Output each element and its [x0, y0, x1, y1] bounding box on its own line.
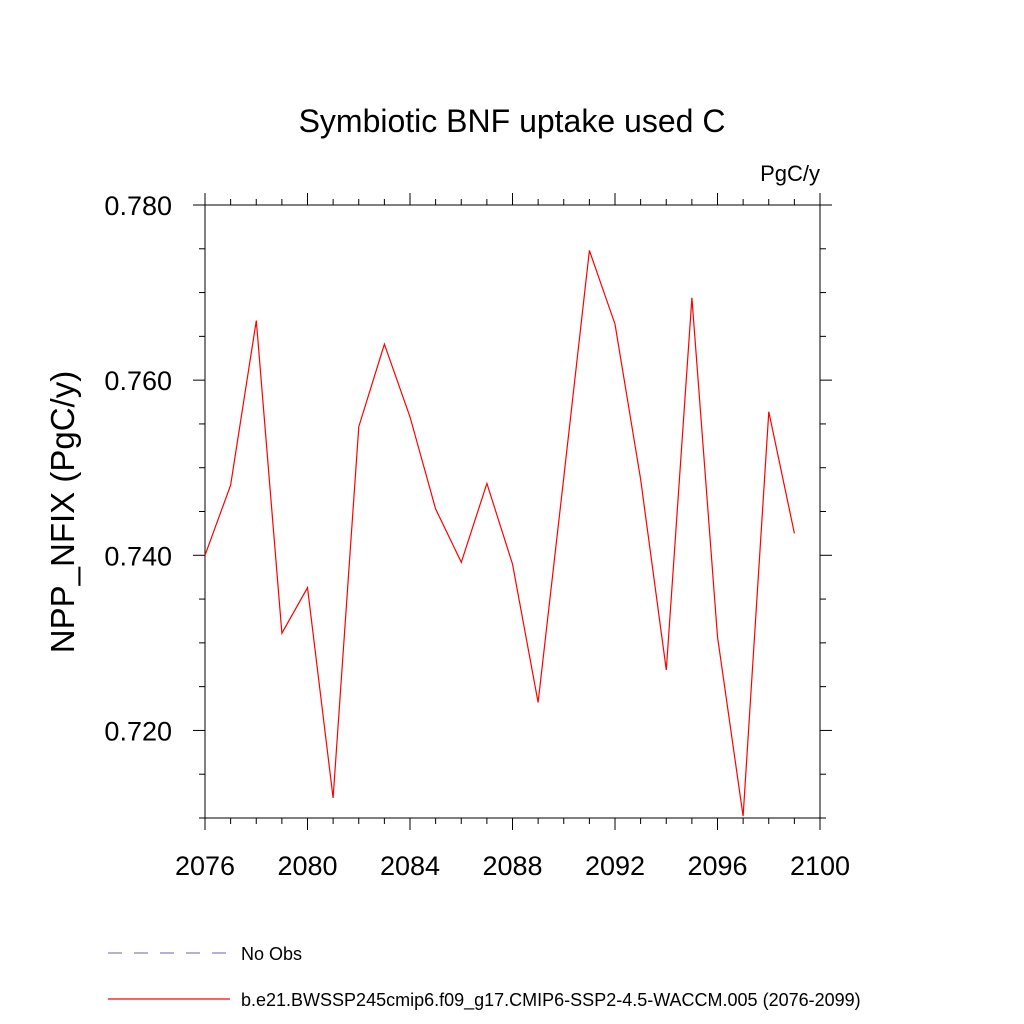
- x-tick-label: 2080: [277, 851, 337, 881]
- series-layer: [204, 250, 795, 817]
- units-label: PgC/y: [760, 161, 820, 186]
- series-line: [204, 250, 795, 817]
- x-tick-label: 2092: [585, 851, 645, 881]
- x-tick-label: 2100: [790, 851, 850, 881]
- x-tick-label: 2088: [482, 851, 542, 881]
- legend-label: No Obs: [241, 944, 302, 964]
- x-tick-label: 2084: [380, 851, 440, 881]
- legend-label: b.e21.BWSSP245cmip6.f09_g17.CMIP6-SSP2-4…: [241, 990, 861, 1011]
- legend: No Obs b.e21.BWSSP245cmip6.f09_g17.CMIP6-…: [108, 944, 861, 1011]
- y-tick-label: 0.740: [104, 541, 172, 571]
- plot-frame: [204, 204, 821, 819]
- x-tick-label: 2096: [687, 851, 747, 881]
- chart-title: Symbiotic BNF uptake used C: [299, 103, 726, 139]
- x-tick-label: 2076: [175, 851, 235, 881]
- y-tick-label: 0.780: [104, 191, 172, 221]
- y-tick-label: 0.760: [104, 366, 172, 396]
- axes-ticks: 2076 2080 2084 2088 2092 2096 2100 0.720 0.740 0.…: [104, 191, 850, 881]
- y-tick-label: 0.720: [104, 716, 172, 746]
- y-axis-label: NPP_NFIX (PgC/y): [44, 371, 81, 653]
